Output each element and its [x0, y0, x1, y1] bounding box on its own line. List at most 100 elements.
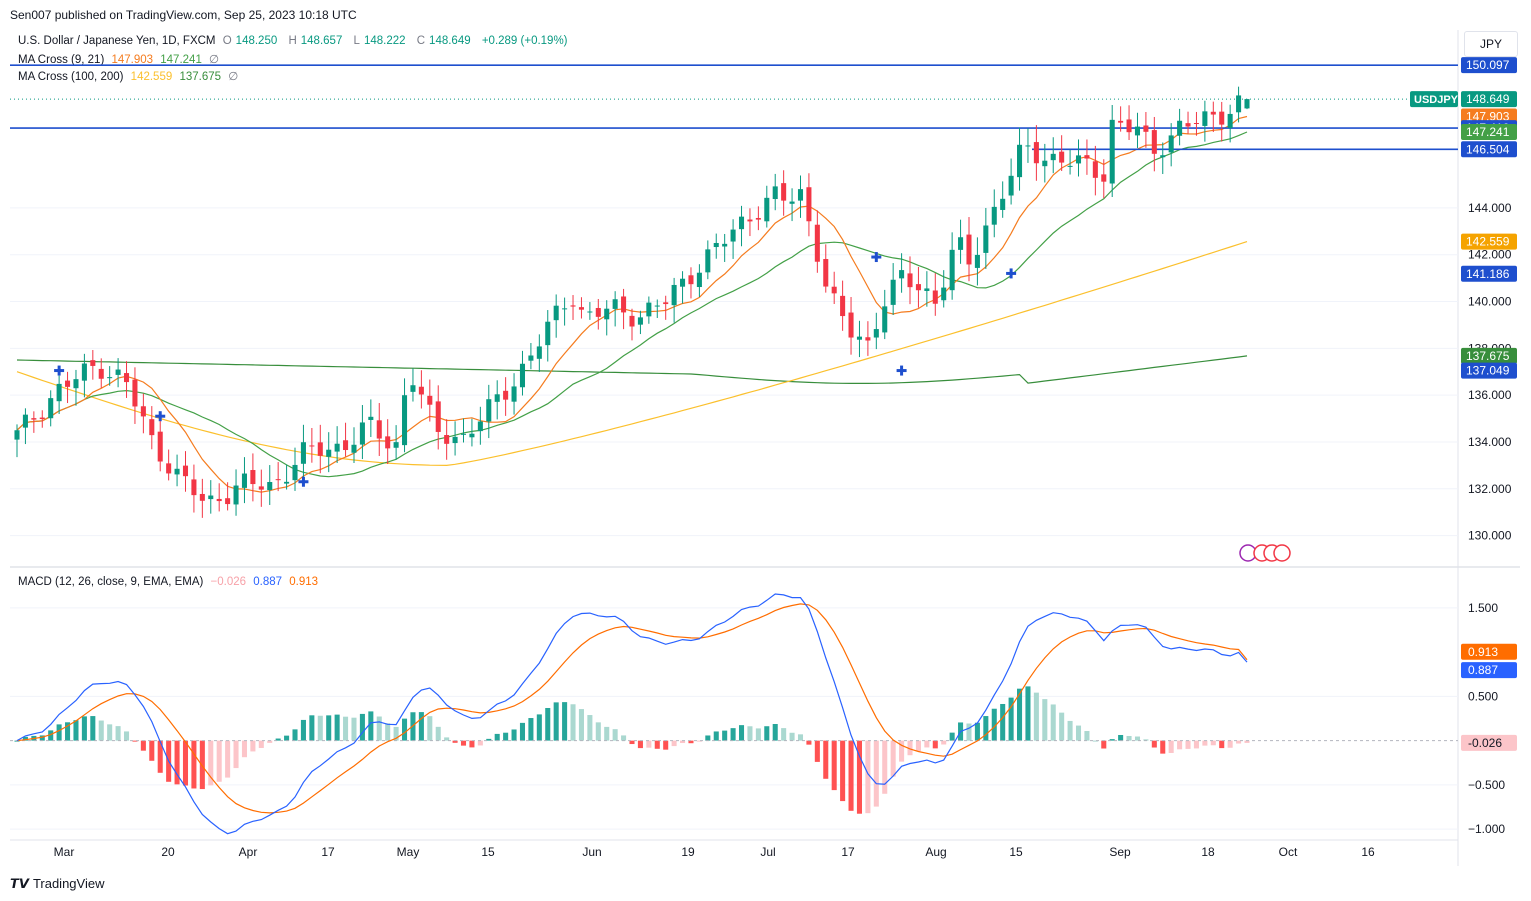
macd-legend[interactable]: MACD (12, 26, close, 9, EMA, EMA) −0.026…	[18, 576, 319, 588]
macd-histogram-bar	[553, 702, 559, 741]
macd-histogram-bar	[1025, 686, 1031, 741]
macd-histogram-bar	[1160, 740, 1166, 754]
candle-body	[519, 363, 526, 388]
ohlc-open: O 148.250	[222, 35, 278, 47]
candle-body	[1109, 119, 1115, 184]
macd-badge-value: -0.026	[1468, 736, 1502, 750]
candle	[48, 390, 54, 427]
macd-histogram-bar	[1118, 734, 1124, 741]
macd-histogram-bar	[132, 740, 138, 742]
macd-histogram-bar	[1168, 740, 1174, 753]
macd-histogram-bar	[831, 740, 837, 791]
candle-body	[1084, 155, 1090, 159]
macd-histogram-bar	[309, 715, 315, 741]
candle	[949, 232, 955, 300]
candle	[1244, 98, 1250, 110]
macd-histogram-bar	[334, 714, 340, 741]
candle-body	[865, 337, 871, 341]
candle	[562, 297, 568, 326]
macd-histogram	[14, 686, 1250, 814]
macd-histogram-bar	[1151, 740, 1157, 748]
candle-body	[1101, 174, 1107, 182]
candle	[284, 464, 290, 490]
candle-body	[309, 445, 315, 447]
macd-histogram-bar	[503, 732, 509, 741]
macd-tick-label: 0.500	[1468, 689, 1498, 703]
price-badge-value: 137.049	[1466, 364, 1510, 378]
candle	[1000, 181, 1006, 218]
candle-body	[1193, 123, 1199, 125]
candle-body	[713, 242, 719, 248]
macd-histogram-bar	[966, 723, 972, 741]
macd-histogram-bar	[511, 729, 517, 741]
macd-histogram-bar	[343, 716, 349, 741]
macd-histogram-bar	[797, 734, 804, 741]
candle	[300, 424, 306, 479]
candle	[1118, 106, 1124, 132]
candle-body	[1000, 198, 1006, 210]
price-badge-label: USDJPY	[1414, 94, 1459, 106]
candle	[418, 370, 424, 409]
candle	[747, 208, 753, 237]
candle	[1177, 108, 1183, 146]
price-badge-value: 147.241	[1466, 125, 1510, 139]
candle-body	[974, 254, 980, 268]
macd-histogram-bar	[1227, 740, 1233, 748]
macd-histogram-bar	[300, 719, 306, 741]
macd-histogram-bar	[427, 716, 433, 741]
candle	[705, 240, 711, 280]
macd-histogram-bar	[629, 740, 635, 745]
macd-histogram-bar	[671, 740, 677, 747]
ohlc-change: +0.289 (+0.19%)	[481, 35, 568, 47]
macd-histogram-bar	[1000, 703, 1006, 741]
candle-body	[570, 305, 576, 307]
candle	[873, 312, 879, 350]
candle	[444, 419, 450, 460]
candle	[1160, 142, 1166, 175]
candle-body	[275, 479, 281, 481]
macd-histogram-bar	[1075, 725, 1082, 741]
macd-signal-line	[16, 603, 1248, 814]
candle-body	[1227, 113, 1233, 129]
macd-histogram-bar	[772, 723, 778, 741]
ma-cross-100-200-legend[interactable]: MA Cross (100, 200) 142.559 137.675 ∅	[18, 71, 239, 83]
candle-body	[469, 433, 475, 438]
cross-marker-icon	[871, 252, 882, 263]
candle	[1202, 100, 1208, 142]
candle-body	[486, 399, 492, 422]
candle-body	[755, 217, 761, 220]
candle	[629, 308, 635, 341]
ma-cross-9-21-legend[interactable]: MA Cross (9, 21) 147.903 147.241 ∅	[18, 54, 220, 66]
candle-body	[764, 197, 770, 222]
candle	[899, 253, 905, 293]
candle-body	[39, 417, 45, 420]
candle	[612, 291, 618, 327]
macd-histogram-bar	[469, 740, 475, 748]
ma-21-line	[16, 131, 1248, 478]
candle	[1185, 111, 1191, 134]
candle	[410, 368, 416, 402]
candle-body	[604, 308, 610, 320]
candle-body	[98, 368, 104, 379]
macd-histogram-bar	[1033, 692, 1039, 741]
candle	[452, 421, 458, 456]
currency-button[interactable]: JPY	[1464, 31, 1518, 57]
macd-badge: -0.026	[1461, 734, 1517, 751]
macd-histogram-bar	[418, 712, 424, 741]
macd-tick-label: −0.500	[1468, 778, 1505, 792]
candle-body	[402, 395, 408, 446]
candle-body	[343, 440, 349, 451]
candle-body	[915, 284, 921, 291]
candle	[1168, 123, 1174, 167]
candle	[932, 273, 938, 316]
candle-body	[427, 395, 433, 405]
candle-body	[1177, 120, 1183, 136]
macd-histogram-bar	[1109, 739, 1115, 741]
candle	[166, 449, 172, 481]
macd-histogram-bar	[1084, 731, 1090, 741]
candle	[1075, 139, 1082, 177]
candle-body	[393, 442, 399, 448]
time-tick-label: 15	[1009, 845, 1023, 859]
candle-body	[553, 305, 559, 321]
